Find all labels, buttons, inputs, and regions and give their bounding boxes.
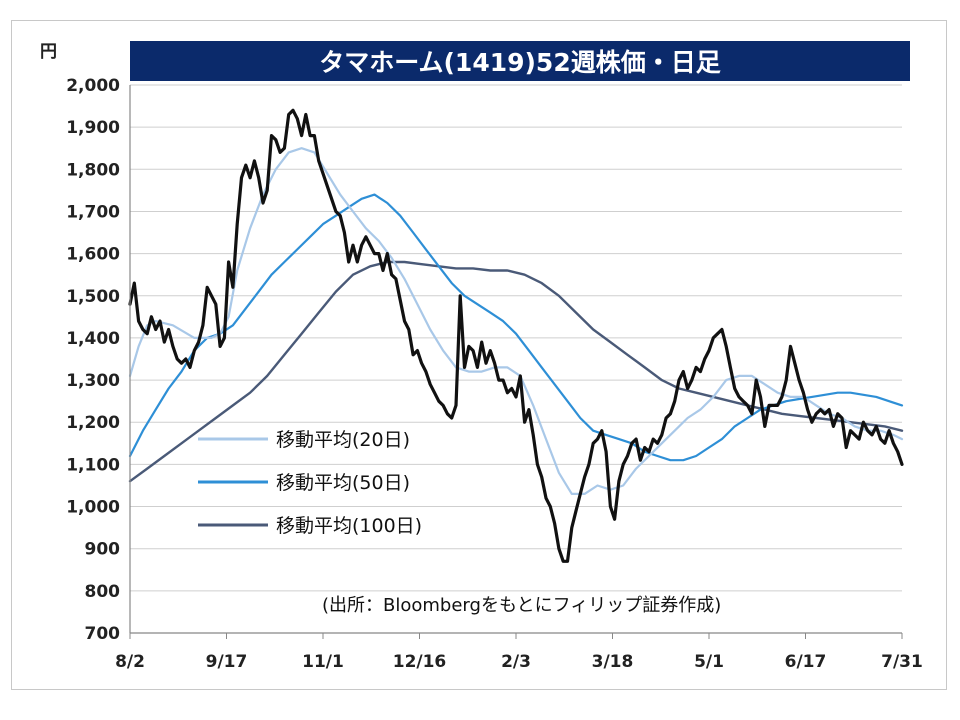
chart-frame: 2,000 1,900 1,800 1,700 1,600 1,500 1,400 1,300… xyxy=(11,20,947,690)
x-tick-label: 12/16 xyxy=(393,652,447,672)
y-tick-label: 1,200 xyxy=(66,413,120,433)
stock-price-chart: 2,000 1,900 1,800 1,700 1,600 1,500 1,400 1,300… xyxy=(40,41,923,672)
y-tick-label: 1,500 xyxy=(66,287,120,307)
y-tick-label: 700 xyxy=(85,624,121,644)
series-line-ma20 xyxy=(128,147,904,495)
x-tick-label: 8/2 xyxy=(115,652,145,672)
y-tick-label: 1,900 xyxy=(66,118,120,138)
y-tick-label: 1,600 xyxy=(66,245,120,265)
legend-label-ma20: 移動平均(20日) xyxy=(276,429,410,451)
x-tick-label: 6/17 xyxy=(785,652,827,672)
legend-label-ma50: 移動平均(50日) xyxy=(276,472,410,494)
x-tick-label: 11/1 xyxy=(302,652,344,672)
series-line-ma100 xyxy=(128,260,904,483)
y-tick-label: 1,100 xyxy=(66,455,120,475)
y-axis-unit: 円 xyxy=(40,42,57,62)
series-line-ma50 xyxy=(128,193,904,462)
x-tick-label: 2/3 xyxy=(501,652,531,672)
y-tick-label: 800 xyxy=(85,582,121,602)
title-background xyxy=(130,41,910,81)
x-tick-label: 5/1 xyxy=(694,652,724,672)
x-tick-label: 3/18 xyxy=(592,652,634,672)
x-tick-label: 9/17 xyxy=(206,652,248,672)
series-line-price xyxy=(128,108,904,563)
legend-label-ma100: 移動平均(100日) xyxy=(276,515,422,537)
y-tick-label: 1,000 xyxy=(66,498,120,518)
chart-title: タマホーム(1419)52週株価・日足 xyxy=(319,48,720,77)
source-note: (出所：Bloombergをもとにフィリップ証券作成) xyxy=(322,595,721,616)
legend: 移動平均(20日) 移動平均(50日) 移動平均(100日) xyxy=(198,429,422,537)
y-tick-label: 1,300 xyxy=(66,371,120,391)
chart-title-banner: タマホーム(1419)52週株価・日足 xyxy=(130,41,910,81)
y-tick-label: 1,400 xyxy=(66,329,120,349)
x-tick-label: 7/31 xyxy=(881,652,923,672)
series-layer xyxy=(128,108,904,563)
y-tick-label: 900 xyxy=(85,540,121,560)
y-tick-label: 1,700 xyxy=(66,202,120,222)
axes: 2,000 1,900 1,800 1,700 1,600 1,500 1,400 1,300… xyxy=(66,76,923,672)
y-tick-label: 1,800 xyxy=(66,160,120,180)
y-tick-label: 2,000 xyxy=(66,76,120,96)
